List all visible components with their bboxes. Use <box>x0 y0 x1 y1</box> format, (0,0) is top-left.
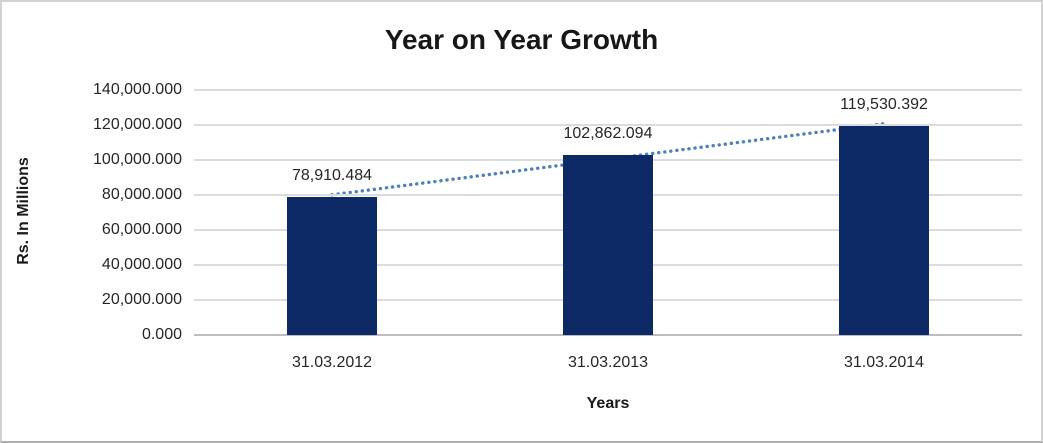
bar-31.03.2012 <box>287 196 377 335</box>
plot-area: 78,910.484 102,862.094 119,530.392 <box>194 89 1022 336</box>
y-tick-label: 120,000.000 <box>93 116 182 133</box>
gridline <box>194 89 1022 91</box>
y-tick-label: 80,000.000 <box>101 186 182 203</box>
y-tick-label: 20,000.000 <box>101 291 182 308</box>
x-tick-label: 31.03.2012 <box>291 354 373 371</box>
y-tick-label: 100,000.000 <box>93 151 182 168</box>
x-axis-title: Years <box>586 395 630 412</box>
y-tick-label: 60,000.000 <box>101 221 182 238</box>
y-tick-label: 0.000 <box>141 326 182 343</box>
chart-title: Year on Year Growth <box>384 24 659 55</box>
x-tick-label: 31.03.2013 <box>567 354 649 371</box>
data-label: 119,530.392 <box>840 95 928 113</box>
gridline <box>194 124 1022 126</box>
x-tick-label: 31.03.2014 <box>843 354 925 371</box>
data-label: 102,862.094 <box>563 125 653 142</box>
y-axis-title: Rs. In Millions <box>15 157 32 265</box>
y-tick-label: 40,000.000 <box>101 256 182 273</box>
bar-31.03.2013 <box>563 155 653 335</box>
x-axis-line <box>194 334 1022 336</box>
y-tick-label: 140,000.000 <box>93 81 182 98</box>
bar-31.03.2014 <box>839 125 929 335</box>
data-label: 78,910.484 <box>291 166 373 184</box>
